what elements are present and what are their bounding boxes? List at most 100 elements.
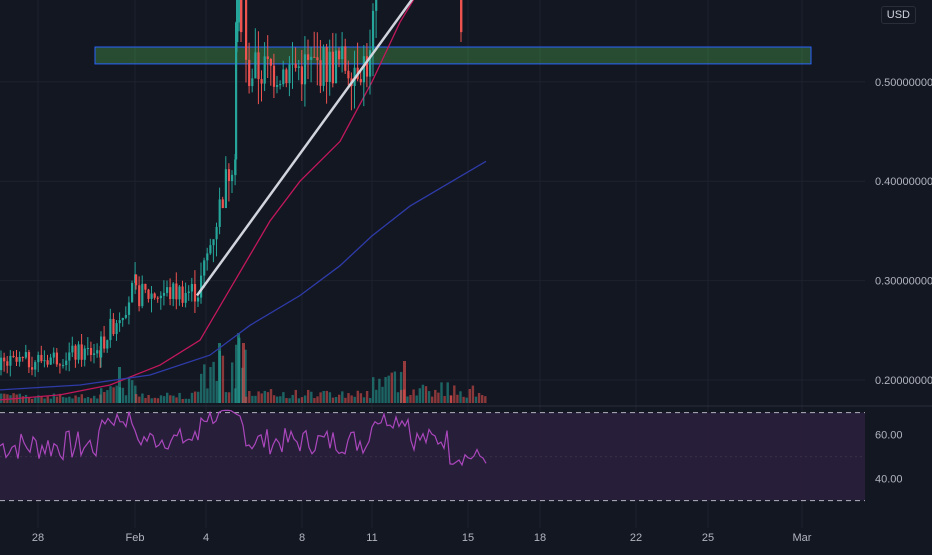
volume-bar	[328, 392, 332, 403]
volume-bar	[437, 392, 440, 403]
volume-bar	[399, 371, 403, 403]
volume-bar	[103, 392, 106, 403]
candle-body	[135, 274, 138, 286]
volume-bar	[175, 397, 178, 403]
volume-bar	[400, 389, 403, 403]
candle-body	[159, 295, 162, 299]
moving-averages	[0, 0, 487, 401]
candle-body	[203, 260, 206, 276]
volume-bar	[166, 392, 169, 403]
candle-body	[127, 302, 131, 315]
candle-body	[257, 52, 260, 80]
volume-bar	[106, 390, 109, 403]
volume-bar	[378, 378, 381, 403]
candle-body	[303, 54, 307, 85]
candle-body	[260, 79, 263, 84]
volume-bar	[124, 395, 128, 403]
candle-body	[316, 57, 319, 61]
volume-bar	[303, 395, 307, 403]
candle-body	[55, 352, 58, 365]
volume-bar	[159, 395, 163, 403]
x-tick-label: 22	[630, 532, 642, 544]
volume-bar	[193, 391, 197, 403]
volume-bar	[3, 393, 6, 403]
candle-body	[319, 60, 322, 86]
candle-body	[218, 199, 221, 227]
candle-body	[103, 336, 106, 349]
candle-body	[272, 65, 276, 87]
volume-bar	[74, 395, 77, 403]
channel-lower-line[interactable]	[195, 0, 688, 297]
volume-bar	[162, 396, 166, 403]
volume-bar	[251, 395, 254, 403]
x-tick-label: 18	[534, 532, 546, 544]
candle-body	[200, 275, 203, 298]
candle-body	[206, 253, 209, 261]
volume-bar	[71, 398, 74, 403]
candle-body	[236, 0, 239, 43]
candle-body	[282, 69, 285, 85]
y-tick-label: 0.40000000	[875, 176, 932, 188]
volume-bar	[474, 396, 478, 403]
volume-bar	[353, 396, 356, 403]
volume-bar	[12, 393, 15, 403]
volume-bar	[248, 391, 251, 403]
volume-bar	[27, 397, 31, 403]
zones[interactable]	[94, 0, 819, 65]
candle-body	[43, 360, 46, 362]
candle-body	[89, 348, 93, 355]
candle-body	[100, 336, 103, 358]
volume-bar	[109, 386, 112, 403]
candle-body	[248, 59, 251, 87]
candle-body	[372, 10, 375, 51]
volume-bar	[322, 391, 325, 403]
x-tick-label: 11	[366, 532, 377, 544]
volume-bar	[446, 382, 449, 403]
volume-bar	[434, 389, 437, 403]
support-resistance-zone[interactable]	[94, 46, 812, 65]
candle-body	[251, 78, 254, 87]
volume-bar	[468, 389, 471, 403]
volume-bar	[127, 377, 131, 403]
volume-bar	[387, 375, 390, 403]
volume-bar	[147, 395, 150, 403]
candle-body	[115, 323, 118, 335]
candle-body	[112, 318, 115, 335]
volume-bar	[465, 397, 468, 403]
volume-bar	[235, 344, 238, 403]
candle-body	[279, 84, 282, 86]
currency-badge[interactable]: USD	[880, 6, 916, 24]
volume-bar	[313, 398, 316, 403]
volume-bar	[93, 395, 96, 403]
volume-bar	[450, 395, 453, 403]
candle-body	[184, 292, 187, 303]
volume-bar	[310, 391, 313, 403]
candle-body	[307, 54, 310, 60]
volume-bar	[300, 397, 304, 403]
candle-body	[46, 360, 49, 365]
volume-bar	[282, 392, 285, 403]
volume-bar	[316, 396, 319, 403]
candle-body	[276, 85, 279, 87]
volume-bar	[462, 396, 465, 403]
volume-bar	[424, 386, 428, 403]
volume-bar	[77, 397, 80, 403]
volume-bar	[484, 396, 487, 403]
channel-lines[interactable]	[195, 0, 688, 297]
volume-bar	[459, 391, 462, 403]
candle-body	[178, 286, 181, 300]
ma-fast-line	[0, 0, 415, 401]
volume-bar	[307, 389, 310, 403]
volume-bar	[350, 395, 353, 403]
candle-body	[0, 357, 3, 371]
volume-bar	[227, 392, 231, 403]
y-tick-label: 0.30000000	[875, 276, 932, 288]
volume-bar	[272, 395, 276, 403]
volume-bar	[341, 391, 344, 403]
volume-bar	[288, 398, 291, 403]
candle-body	[34, 362, 37, 370]
candle-body	[86, 348, 89, 350]
volume-bar	[156, 398, 160, 403]
